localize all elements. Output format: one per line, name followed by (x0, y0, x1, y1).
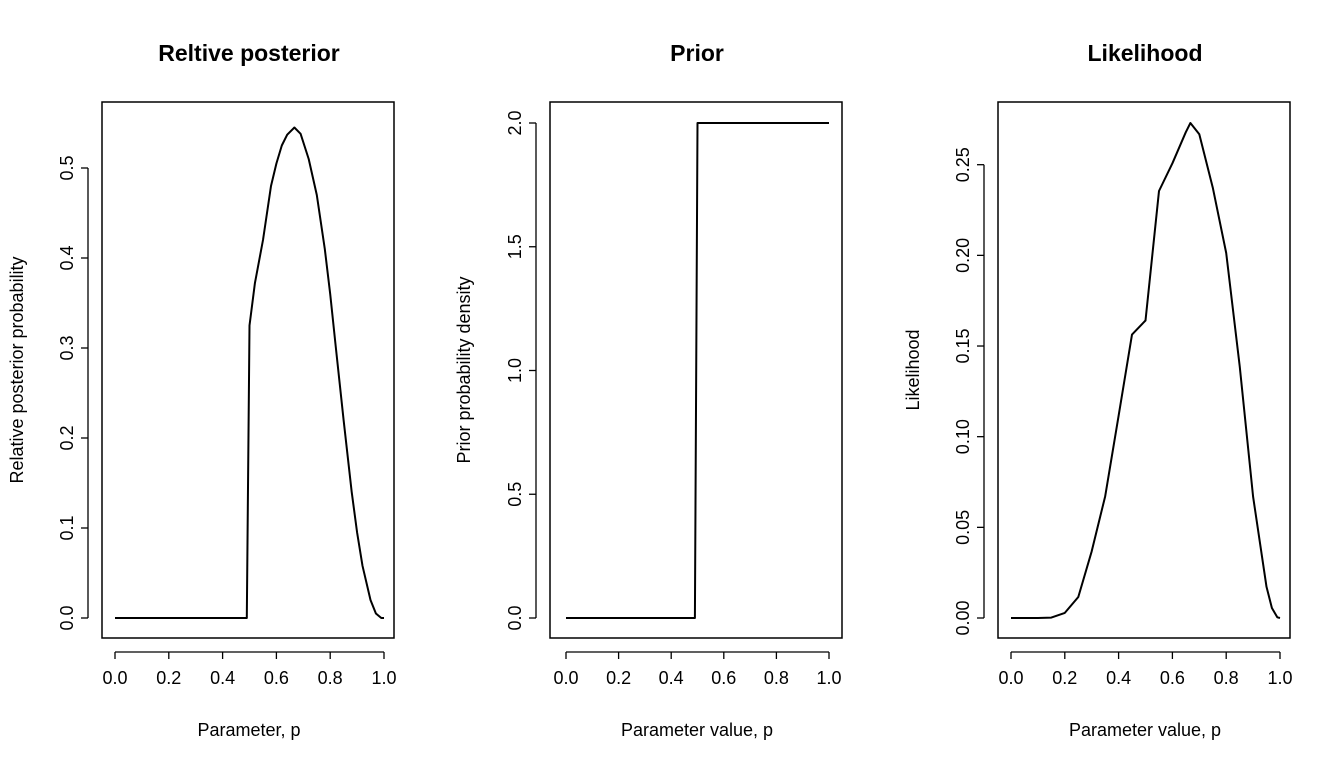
prior-x-tick-label: 0.6 (711, 668, 736, 688)
likelihood-y-label: Likelihood (903, 329, 923, 410)
likelihood-x-tick-label: 0.2 (1052, 668, 1077, 688)
prior-y-tick-label: 2.0 (505, 110, 525, 135)
prior-plot-frame (549, 101, 843, 639)
posterior-y-tick-label: 0.4 (57, 245, 77, 270)
posterior-title: Reltive posterior (158, 40, 340, 66)
prior-y-tick-label: 0.0 (505, 605, 525, 630)
likelihood-y-tick-label: 0.05 (953, 510, 973, 545)
prior-x-tick-label: 0.4 (659, 668, 684, 688)
likelihood-y-tick-label: 0.15 (953, 328, 973, 363)
likelihood-curve (1011, 122, 1281, 619)
prior-curve (566, 122, 829, 619)
posterior-x-tick-label: 0.2 (156, 668, 181, 688)
prior-x-tick-label: 0.0 (553, 668, 578, 688)
likelihood-x-tick-label: 0.6 (1160, 668, 1185, 688)
prior-y-label: Prior probability density (454, 276, 474, 463)
prior-x-label: Parameter value, p (621, 720, 773, 740)
posterior-x-tick-label: 0.8 (318, 668, 343, 688)
likelihood-x-tick-label: 1.0 (1267, 668, 1292, 688)
posterior-y-tick-label: 0.1 (57, 515, 77, 540)
prior-axes: 0.0 0.2 0.4 0.6 0.8 1.0 0.0 0.5 1.0 1.5 2.0 (505, 110, 842, 688)
likelihood-y-tick-label: 0.00 (953, 600, 973, 635)
posterior-x-tick-label: 0.4 (210, 668, 235, 688)
posterior-y-label: Relative posterior probability (7, 256, 27, 483)
prior-y-tick-label: 0.5 (505, 482, 525, 507)
prior-y-tick-label: 1.5 (505, 234, 525, 259)
posterior-panel: Reltive posterior 0.0 0.2 0.4 0.6 0.8 1.00.00… (7, 40, 397, 740)
prior-panel: Prior 0.0 0.2 0.4 0.6 0.8 1.00.00.51.01.52.0 … (454, 40, 843, 740)
posterior-y-tick-label: 0.5 (57, 155, 77, 180)
prior-x-tick-label: 1.0 (816, 668, 841, 688)
likelihood-x-label: Parameter value, p (1069, 720, 1221, 740)
prior-title: Prior (670, 40, 724, 66)
likelihood-x-tick-label: 0.0 (998, 668, 1023, 688)
posterior-x-label: Parameter, p (197, 720, 300, 740)
prior-x-tick-label: 0.8 (764, 668, 789, 688)
likelihood-x-tick-label: 0.8 (1214, 668, 1239, 688)
likelihood-y-tick-label: 0.10 (953, 419, 973, 454)
posterior-curve (115, 126, 384, 619)
posterior-axes: 0.0 0.2 0.4 0.6 0.8 1.0 0.0 0.1 0.2 0.3 0.4 0.5 (57, 155, 397, 688)
likelihood-axes: 0.0 0.2 0.4 0.6 0.8 1.0 0.00 0.05 0.10 0.15 0.20 0.… (953, 147, 1293, 688)
likelihood-y-tick-label: 0.20 (953, 238, 973, 273)
likelihood-title: Likelihood (1088, 40, 1203, 66)
posterior-plot-frame (101, 101, 395, 639)
posterior-x-tick-label: 0.6 (264, 668, 289, 688)
prior-y-tick-label: 1.0 (505, 358, 525, 383)
prior-x-tick-label: 0.2 (606, 668, 631, 688)
posterior-y-tick-label: 0.0 (57, 605, 77, 630)
likelihood-plot-frame (997, 101, 1291, 639)
likelihood-panel: Likelihood 0.0 0.2 0.4 0.6 0.8 1.0 0.00 0.05 0.1… (903, 40, 1293, 740)
likelihood-x-tick-label: 0.4 (1106, 668, 1131, 688)
posterior-y-tick-label: 0.2 (57, 425, 77, 450)
posterior-x-tick-label: 0.0 (102, 668, 127, 688)
likelihood-y-tick-label: 0.25 (953, 147, 973, 182)
posterior-x-tick-label: 1.0 (371, 668, 396, 688)
posterior-y-tick-label: 0.3 (57, 335, 77, 360)
